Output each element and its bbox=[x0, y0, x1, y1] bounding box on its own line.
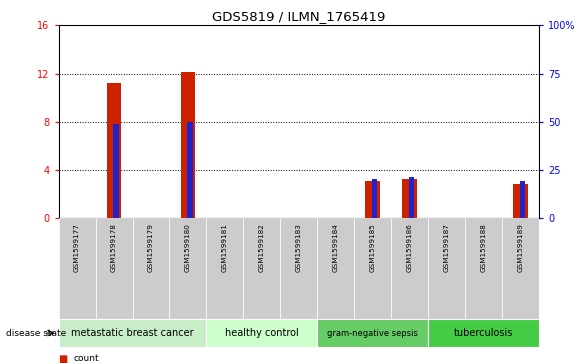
Bar bbox=[206, 319, 318, 347]
Text: ■: ■ bbox=[59, 354, 68, 363]
Text: disease state: disease state bbox=[6, 329, 66, 338]
Text: GSM1599182: GSM1599182 bbox=[259, 223, 265, 272]
Title: GDS5819 / ILMN_1765419: GDS5819 / ILMN_1765419 bbox=[212, 10, 386, 23]
Text: GSM1599178: GSM1599178 bbox=[111, 223, 117, 272]
Text: GSM1599187: GSM1599187 bbox=[444, 223, 449, 272]
Bar bbox=[355, 218, 391, 319]
Bar bbox=[366, 180, 380, 218]
Bar bbox=[180, 72, 195, 218]
Text: count: count bbox=[73, 354, 99, 363]
Text: healthy control: healthy control bbox=[225, 328, 299, 338]
Text: GSM1599189: GSM1599189 bbox=[517, 223, 524, 272]
Text: GSM1599183: GSM1599183 bbox=[296, 223, 302, 272]
Bar bbox=[391, 218, 428, 319]
Bar bbox=[318, 319, 428, 347]
Text: GSM1599184: GSM1599184 bbox=[333, 223, 339, 272]
Bar bbox=[107, 83, 121, 218]
Text: GSM1599177: GSM1599177 bbox=[74, 223, 80, 272]
Bar bbox=[280, 218, 318, 319]
Text: GSM1599179: GSM1599179 bbox=[148, 223, 154, 272]
Bar bbox=[318, 218, 355, 319]
Bar bbox=[243, 218, 280, 319]
Bar bbox=[59, 218, 96, 319]
Bar bbox=[206, 218, 243, 319]
Bar bbox=[113, 123, 118, 218]
Bar bbox=[96, 218, 132, 319]
Bar bbox=[428, 319, 539, 347]
Text: tuberculosis: tuberculosis bbox=[454, 328, 513, 338]
Bar bbox=[372, 179, 377, 218]
Bar bbox=[59, 319, 206, 347]
Text: GSM1599185: GSM1599185 bbox=[370, 223, 376, 272]
Text: GSM1599181: GSM1599181 bbox=[222, 223, 228, 272]
Bar bbox=[520, 181, 525, 218]
Text: metastatic breast cancer: metastatic breast cancer bbox=[71, 328, 194, 338]
Text: GSM1599188: GSM1599188 bbox=[481, 223, 487, 272]
Bar bbox=[403, 179, 417, 218]
Bar bbox=[187, 122, 193, 218]
Bar bbox=[465, 218, 502, 319]
Text: GSM1599180: GSM1599180 bbox=[185, 223, 191, 272]
Bar bbox=[409, 178, 414, 218]
Bar bbox=[428, 218, 465, 319]
Text: gram-negative sepsis: gram-negative sepsis bbox=[328, 329, 418, 338]
Bar bbox=[513, 184, 528, 218]
Bar bbox=[169, 218, 206, 319]
Bar bbox=[502, 218, 539, 319]
Text: GSM1599186: GSM1599186 bbox=[407, 223, 413, 272]
Bar bbox=[132, 218, 169, 319]
